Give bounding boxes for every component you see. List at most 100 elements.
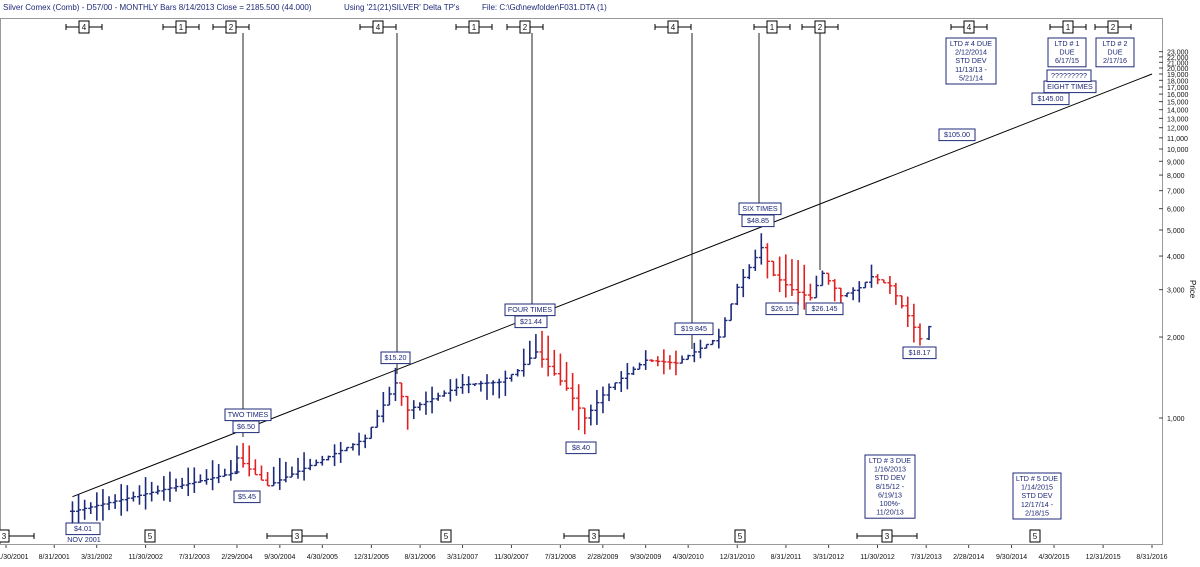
price-bar: [155, 485, 161, 495]
x-tick-label: 2/29/2004: [221, 554, 252, 561]
price-bar: [460, 374, 466, 394]
ltd-box-text: DUE: [1107, 48, 1122, 57]
price-label-text: $21.44: [520, 317, 542, 326]
top-marker-label: 4: [967, 23, 972, 32]
price-label: $4.01: [65, 522, 101, 536]
price-bar: [283, 461, 289, 483]
x-tick-label: 8/31/2011: [771, 554, 802, 561]
price-bar: [691, 342, 697, 363]
times-label: EIGHT TIMES: [1043, 80, 1097, 94]
top-marker-label: 2: [818, 23, 823, 32]
price-bar: [643, 350, 649, 370]
ltd-box-text: 1/14/2015: [1021, 483, 1053, 492]
x-tick-label: 9/30/2014: [996, 554, 1027, 561]
price-bar: [350, 443, 356, 451]
price-bar: [850, 287, 856, 301]
price-label-text: $145.00: [1038, 94, 1064, 103]
price-bar: [856, 281, 862, 303]
price-bar: [222, 468, 228, 478]
chart-file-path: File: C:\Gd\newfolder\F031.DTA (1): [482, 3, 607, 12]
price-bar: [868, 264, 874, 288]
ltd-box-text: 11/20/13: [876, 508, 903, 517]
price-bar: [161, 476, 167, 501]
marker-box: [734, 529, 746, 543]
bottom-markers: 3 5 3 5 3 5 3 5: [0, 529, 1041, 543]
price-label-text: $48.85: [747, 216, 769, 225]
price-bars: [69, 233, 932, 529]
price-bar: [594, 390, 600, 425]
y-tick-label: 16,000: [1167, 92, 1189, 99]
top-marker-label: 2: [1111, 23, 1116, 32]
price-bar: [143, 477, 149, 510]
ltd-box-text: 6/17/15: [1055, 56, 1079, 65]
price-label-text: $15.20: [385, 353, 407, 362]
price-bar: [417, 402, 423, 411]
y-tick-label: 11,000: [1167, 136, 1188, 143]
price-bar: [399, 382, 405, 406]
ltd-box-text: 2/17/16: [1103, 56, 1127, 65]
x-tick-label: 3/31/2007: [447, 554, 478, 561]
price-bar: [801, 264, 807, 310]
x-tick-label: 11/30/2007: [494, 554, 529, 561]
price-bar: [740, 269, 746, 298]
price-bar: [881, 279, 887, 284]
ltd-box-text: 2/12/2014: [955, 48, 987, 57]
price-bar: [240, 443, 246, 468]
ltd-box-text: LTD # 5 DUE: [1016, 474, 1058, 483]
price-bar: [453, 378, 459, 396]
price-bar: [704, 343, 710, 349]
x-tick-label: 7/31/2013: [911, 554, 942, 561]
ltd-box-text: 100%-: [880, 499, 901, 508]
ltd-box-frame: [1095, 37, 1135, 68]
price-bar: [234, 445, 240, 473]
price-bar: [386, 386, 392, 406]
price-label: $5.45: [233, 490, 261, 504]
price-label-text: $8.40: [572, 443, 590, 452]
x-tick-label: 12/31/2005: [354, 554, 389, 561]
price-bar: [697, 339, 703, 359]
x-tick-label: 4/30/2015: [1038, 554, 1069, 561]
marker-box: [519, 20, 531, 34]
x-tick-label: 12/31/2010: [720, 554, 755, 561]
ltd-box-text: 1/16/2013: [874, 465, 906, 474]
price-bar: [576, 384, 582, 431]
x-tick-label: 3/31/2002: [81, 554, 112, 561]
y-tick-label: 9,000: [1167, 159, 1185, 166]
bottom-marker-label: 3: [295, 532, 300, 541]
price-bar: [130, 491, 136, 502]
price-bar: [624, 363, 630, 390]
price-label: $145.00: [1031, 92, 1070, 106]
price-bar: [423, 391, 429, 415]
price-bar: [149, 481, 155, 502]
y-tick-label: 19,000: [1167, 72, 1189, 79]
price-bar: [490, 380, 496, 396]
price-bar: [69, 501, 75, 525]
price-label-frame: [902, 346, 937, 360]
price-bar: [899, 295, 905, 309]
price-bar: [832, 279, 838, 302]
price-bar: [911, 303, 917, 343]
price-bar: [405, 395, 411, 430]
top-marker-label: 4: [82, 23, 87, 32]
price-bar: [362, 434, 368, 449]
times-label: FOUR TIMES: [504, 303, 556, 317]
price-label-frame: [765, 302, 799, 316]
price-bar: [685, 354, 691, 361]
x-tick-label: 2/28/2014: [953, 554, 984, 561]
chart-title: Silver Comex (Comb) - D57/00 - MONTHLY B…: [3, 3, 312, 12]
price-bar: [246, 445, 252, 477]
y-tick-label: 18,000: [1167, 78, 1189, 85]
ltd-box-text: 8/15/12 -: [876, 482, 905, 491]
y-tick-label: 1,000: [1167, 416, 1185, 423]
marker-box: [144, 529, 156, 543]
x-tick-label: 8/31/2016: [1136, 554, 1167, 561]
price-label: $15.20: [380, 351, 411, 365]
price-label-text: $6.50: [237, 422, 255, 431]
price-label-text: $4.01: [74, 524, 92, 533]
x-tick-label: 12/31/2015: [1086, 554, 1121, 561]
price-bar: [588, 404, 594, 426]
marker-box: [0, 529, 10, 543]
price-bar: [197, 474, 203, 483]
